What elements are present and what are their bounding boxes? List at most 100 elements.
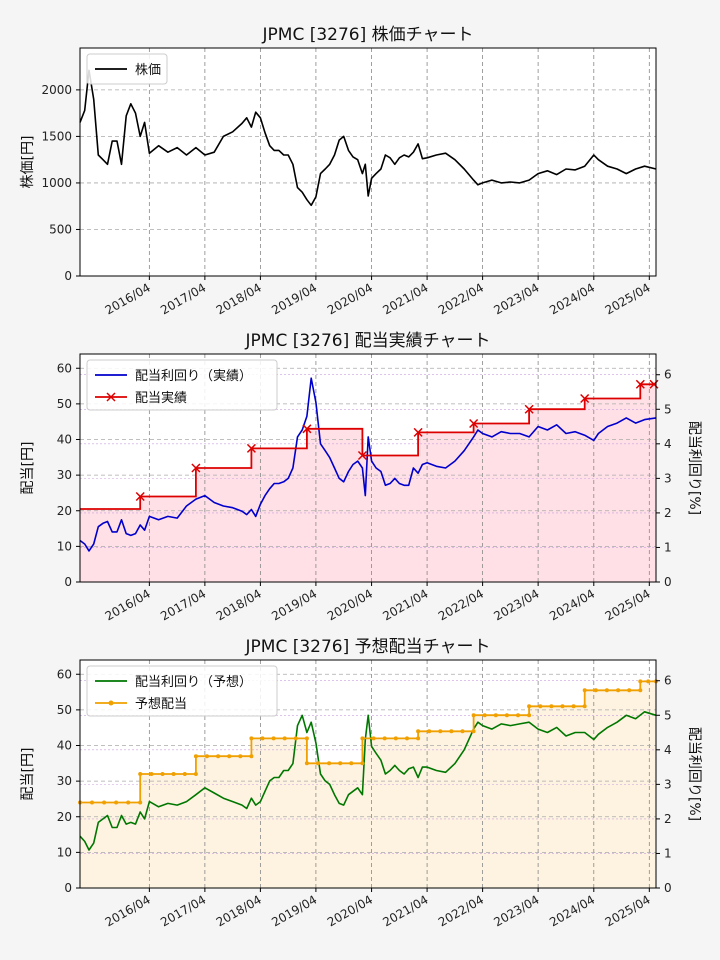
dividend-marker-x (413, 427, 423, 437)
x-tick-label: 2016/04 (103, 586, 153, 623)
dividend-marker-dot (527, 704, 532, 709)
x-tick-label: 2019/04 (269, 892, 319, 929)
dividend-marker-dot (216, 754, 221, 759)
y-tick-label: 20 (57, 504, 72, 518)
chart-panel-2: 0 10 20 30 40 50 60 0 1 2 3 4 5 6 2016/04 2017/04 2018/0… (20, 331, 702, 624)
dividend-fill-area (80, 681, 656, 888)
dividend-marker-dot (205, 754, 209, 759)
y2-axis-label: 配当利回り[%] (686, 727, 702, 821)
dividend-marker-dot (416, 729, 421, 734)
y2-tick-label: 6 (664, 674, 672, 688)
y2-tick-label: 6 (664, 368, 672, 382)
y2-tick-label: 1 (664, 846, 672, 860)
dividend-marker-x (635, 379, 645, 389)
x-tick-label: 2019/04 (269, 586, 319, 623)
y-tick-label: 50 (57, 397, 72, 411)
dividend-marker-dot (360, 736, 365, 741)
dividend-marker-dot (238, 754, 243, 759)
y-tick-label: 10 (57, 539, 72, 553)
dividend-marker-dot (427, 729, 432, 734)
dividend-marker-x (191, 463, 201, 473)
dividend-marker-dot (571, 704, 576, 709)
y-tick-label: 0 (64, 881, 72, 895)
dividend-marker-dot (293, 736, 298, 741)
y2-tick-label: 3 (664, 777, 672, 791)
dividend-marker-dot (504, 713, 509, 718)
x-tick-label: 2023/04 (491, 892, 541, 929)
x-tick-label: 2025/04 (603, 280, 653, 317)
dividend-marker-dot (482, 713, 487, 718)
x-tick-label: 2019/04 (269, 280, 319, 317)
legend-label: 株価 (135, 63, 161, 78)
dividend-marker-dot (638, 679, 643, 684)
dividend-marker-dot (382, 736, 387, 741)
x-tick-label: 2024/04 (547, 280, 597, 317)
x-tick-label: 2020/04 (325, 280, 375, 317)
y2-tick-label: 4 (664, 437, 672, 451)
x-tick-label: 2025/04 (603, 586, 653, 623)
dividend-marker-dot (460, 729, 465, 734)
x-tick-label: 2018/04 (214, 892, 264, 929)
plot-frame (79, 353, 657, 583)
plot-frame (79, 659, 657, 889)
dividend-marker-dot (393, 736, 398, 741)
dividend-marker-dot (493, 713, 498, 718)
chart-title: JPMC [3276] 配当実績チャート (245, 331, 491, 351)
plot-frame (79, 47, 657, 277)
dividend-marker-dot (604, 688, 609, 693)
plot-area (80, 48, 656, 276)
dividend-marker-dot (249, 736, 254, 741)
y-axis-label: 株価[円] (20, 136, 36, 189)
dividend-marker-dot (549, 704, 554, 709)
dividend-marker-dot (560, 704, 565, 709)
y2-tick-label: 1 (664, 540, 672, 554)
dividend-marker-dot (527, 713, 532, 718)
dividend-marker-dot (126, 800, 131, 805)
legend-label: 配当実績 (135, 390, 187, 406)
y2-tick-label: 2 (664, 812, 672, 826)
dividend-marker-dot (316, 761, 320, 766)
x-tick-label: 2021/04 (380, 280, 430, 317)
dividend-marker-dot (193, 772, 198, 776)
x-tick-label: 2021/04 (380, 892, 430, 929)
dividend-marker-dot (405, 736, 409, 741)
y-tick-label: 1500 (41, 129, 72, 143)
dividend-marker-dot (227, 754, 232, 759)
dividend-marker-dot (582, 688, 587, 693)
x-tick-label: 2021/04 (380, 586, 430, 623)
y-axis-label: 配当[円] (20, 748, 36, 801)
dividend-marker-dot (416, 736, 421, 741)
x-tick-label: 2020/04 (325, 892, 375, 929)
x-tick-label: 2017/04 (158, 586, 208, 623)
y-tick-label: 0 (64, 269, 72, 283)
y2-tick-label: 5 (664, 402, 672, 416)
dividend-marker-dot (338, 761, 343, 766)
series-line-yield (79, 377, 657, 552)
y-tick-label: 30 (57, 774, 72, 788)
dividend-marker-dot (182, 772, 187, 776)
legend-box (86, 665, 278, 717)
series-line-price (79, 69, 657, 207)
chart-title: JPMC [3276] 株価チャート (262, 25, 474, 45)
dividend-marker-dot (449, 729, 454, 734)
y-tick-label: 60 (57, 361, 72, 375)
x-tick-label: 2022/04 (436, 586, 486, 623)
y2-tick-label: 0 (664, 575, 672, 589)
dividend-marker-dot (627, 688, 632, 693)
dividend-marker-dot (471, 729, 476, 734)
legend-label: 配当利回り（実績） (135, 368, 252, 384)
dividend-marker-dot (471, 713, 476, 718)
x-tick-label: 2023/04 (491, 586, 541, 623)
y2-tick-label: 3 (664, 471, 672, 485)
y-tick-label: 1000 (41, 176, 72, 190)
y-tick-label: 40 (57, 739, 72, 753)
dividend-marker-dot (638, 688, 643, 693)
dividend-marker-x (246, 443, 256, 453)
dividend-marker-dot (304, 736, 309, 741)
dividend-marker-x (302, 424, 312, 434)
dividend-marker-dot (349, 761, 354, 766)
dividend-marker-dot (616, 688, 621, 693)
x-tick-label: 2018/04 (214, 586, 264, 623)
